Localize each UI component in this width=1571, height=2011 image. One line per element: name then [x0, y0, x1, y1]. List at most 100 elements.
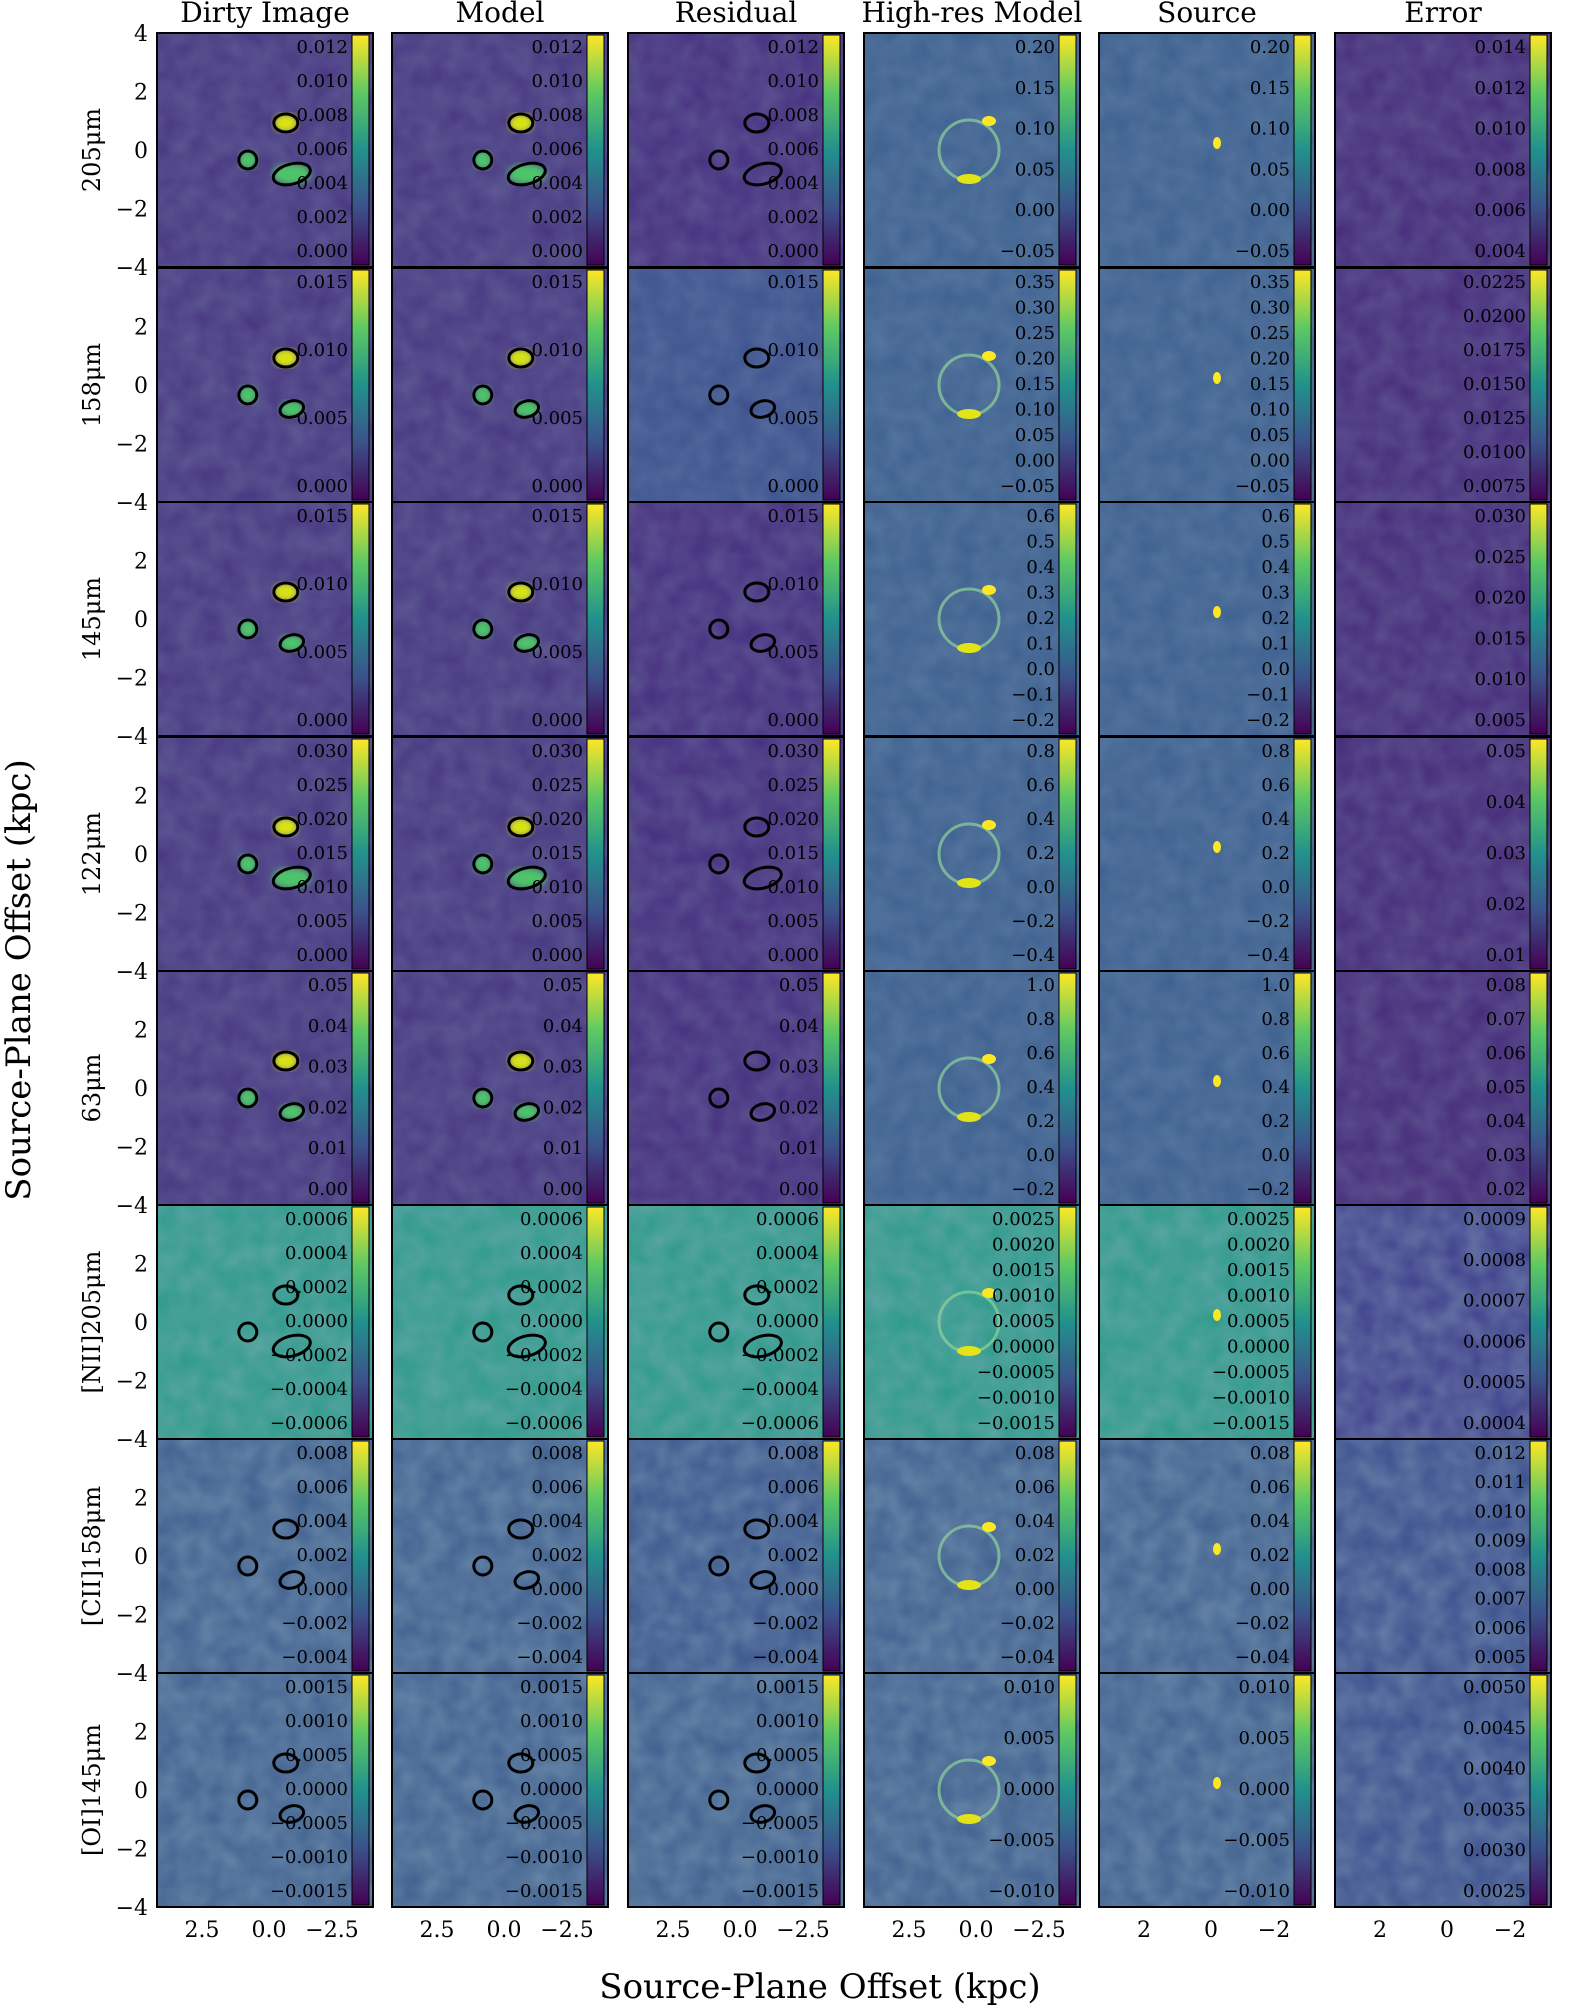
- colorbar: [822, 503, 841, 735]
- image-texture: [1099, 502, 1315, 736]
- colorbar-tick-label: −0.0015: [741, 1881, 819, 1902]
- panel-r6-c5: 0.012 0.011 0.010 0.009 0.008 0.007 0.006 0.005: [1334, 1438, 1552, 1674]
- colorbar-tick-label: −0.0015: [505, 1881, 583, 1902]
- contour-ellipse: [237, 384, 259, 406]
- colorbar-tick-label: 0.000: [767, 1579, 819, 1600]
- y-tick-label: −2: [116, 902, 148, 927]
- source-core: [1213, 606, 1221, 618]
- source-core: [1213, 137, 1221, 149]
- colorbar-tick-label: 0.006: [531, 139, 583, 160]
- colorbar-tick-label: 0.002: [531, 1545, 583, 1566]
- colorbar-tick-label: −0.0002: [741, 1345, 819, 1366]
- colorbar-tick-label: 0.01: [543, 1138, 583, 1159]
- panel-r1-c4: 0.35 0.30 0.25 0.20 0.15 0.10 0.05 0.00 −0.05: [1098, 267, 1316, 503]
- colorbar-tick-label: 0.0000: [756, 1779, 819, 1800]
- colorbar: [1058, 503, 1077, 735]
- colorbar-tick-label: 0.06: [1250, 1477, 1290, 1498]
- colorbar-tick-label: 0.04: [1486, 792, 1526, 813]
- colorbar-tick-label: 0.015: [767, 272, 819, 293]
- colorbar-tick-label: 0.0040: [1463, 1759, 1526, 1780]
- panel-frame: [627, 1672, 845, 1908]
- colorbar-tick-label: 0.002: [767, 1545, 819, 1566]
- panel-r3-c0: 0.030 0.025 0.020 0.015 0.010 0.005 0.000: [156, 736, 374, 972]
- contour-ellipse: [237, 1321, 259, 1343]
- row-label: [CII]158μm: [78, 1486, 106, 1626]
- colorbar-tick-label: 0.2: [1261, 1111, 1290, 1132]
- image-texture: [864, 1205, 1080, 1439]
- colorbar-tick-label: 0.0020: [992, 1235, 1055, 1256]
- colorbar-tick-label: −0.05: [1235, 476, 1290, 497]
- contour-ellipse: [472, 618, 494, 640]
- colorbar-tick-label: 0.010: [1474, 669, 1526, 690]
- colorbar-tick-label: 0.35: [1250, 272, 1290, 293]
- colorbar-tick-label: −0.0010: [1212, 1388, 1290, 1409]
- colorbar-tick-label: 0.015: [531, 272, 583, 293]
- colorbar: [1293, 1674, 1312, 1906]
- colorbar-tick-label: −0.0010: [741, 1847, 819, 1868]
- colorbar-tick-label: 0.0006: [520, 1209, 583, 1230]
- colorbar-tick-label: −0.0006: [505, 1413, 583, 1434]
- colorbar: [1529, 1440, 1548, 1672]
- colorbar-tick-label: 0.014: [1474, 37, 1526, 58]
- x-tick-label: 0.0: [487, 1918, 522, 1943]
- source-emission: [279, 1104, 304, 1120]
- colorbar-tick-label: −0.0010: [270, 1847, 348, 1868]
- colorbar-tick-label: 0.0025: [992, 1209, 1055, 1230]
- y-tick-label: 0: [134, 843, 148, 868]
- colorbar: [1058, 34, 1077, 266]
- x-tick-label: 2.5: [656, 1918, 691, 1943]
- colorbar-tick-label: 0.015: [531, 843, 583, 864]
- colorbar-tick-label: 0.008: [531, 105, 583, 126]
- colorbar-tick-label: 0.0: [1026, 877, 1055, 898]
- x-tick-label: −2: [1494, 1918, 1526, 1943]
- contour-ellipse: [708, 1087, 730, 1109]
- colorbar-tick-label: 0.012: [296, 37, 348, 58]
- colorbar-tick-label: 0.02: [1486, 1179, 1526, 1200]
- colorbar-tick-label: −0.0005: [977, 1362, 1055, 1383]
- panel-r4-c4: 1.0 0.8 0.6 0.4 0.2 0.0 −0.2: [1098, 970, 1316, 1206]
- image-texture: [157, 1439, 373, 1673]
- y-tick-label: −4: [116, 1194, 148, 1219]
- source-emission: [272, 868, 311, 888]
- x-tick-label: 2: [1137, 1918, 1151, 1943]
- x-tick-label: 2: [1373, 1918, 1387, 1943]
- colorbar-tick-label: 0.0007: [1463, 1291, 1526, 1312]
- colorbar: [1293, 1440, 1312, 1672]
- x-tick-label: −2.5: [305, 1918, 358, 1943]
- y-tick-label: 0: [134, 1545, 148, 1570]
- colorbar-tick-label: −0.04: [1000, 1647, 1055, 1668]
- image-texture: [1335, 1673, 1551, 1907]
- panel-r4-c5: 0.08 0.07 0.06 0.05 0.04 0.03 0.02: [1334, 970, 1552, 1206]
- panel-r5-c3: 0.0025 0.0020 0.0015 0.0010 0.0005 0.0000 −0.0…: [863, 1204, 1081, 1440]
- image-texture: [392, 33, 608, 267]
- colorbar-tick-label: 0.000: [531, 241, 583, 262]
- colorbar-tick-label: 0.000: [1238, 1779, 1290, 1800]
- colorbar-tick-label: −0.0005: [270, 1813, 348, 1834]
- lensed-arc: [957, 409, 981, 419]
- contour-ellipse: [743, 1518, 771, 1540]
- source-emission: [238, 1089, 257, 1107]
- colorbar-tick-label: −0.0006: [741, 1413, 819, 1434]
- colorbar-tick-label: 0.010: [767, 340, 819, 361]
- image-texture: [392, 502, 608, 736]
- contour-ellipse: [278, 399, 306, 419]
- colorbar-tick-label: 0.25: [1015, 323, 1055, 344]
- colorbar-tick-label: 0.005: [767, 911, 819, 932]
- source-emission: [508, 1052, 533, 1070]
- colorbar-tick-label: 0.025: [767, 775, 819, 796]
- image-texture: [864, 737, 1080, 971]
- colorbar-tick-label: 0.006: [1474, 1618, 1526, 1639]
- colorbar-tick-label: 0.0050: [1463, 1677, 1526, 1698]
- colorbar-tick-label: 0.015: [531, 506, 583, 527]
- colorbar-tick-label: −0.05: [1235, 241, 1290, 262]
- colorbar: [1529, 503, 1548, 735]
- lensed-arc: [957, 878, 981, 888]
- colorbar-tick-label: 0.01: [779, 1138, 819, 1159]
- image-texture: [392, 268, 608, 502]
- colorbar-tick-label: 0.00: [779, 1179, 819, 1200]
- y-tick-label: 0: [134, 139, 148, 164]
- colorbar-tick-label: 0.05: [543, 975, 583, 996]
- image-texture: [392, 1439, 608, 1673]
- colorbar: [351, 1674, 370, 1906]
- colorbar-tick-label: 0.00: [1015, 1579, 1055, 1600]
